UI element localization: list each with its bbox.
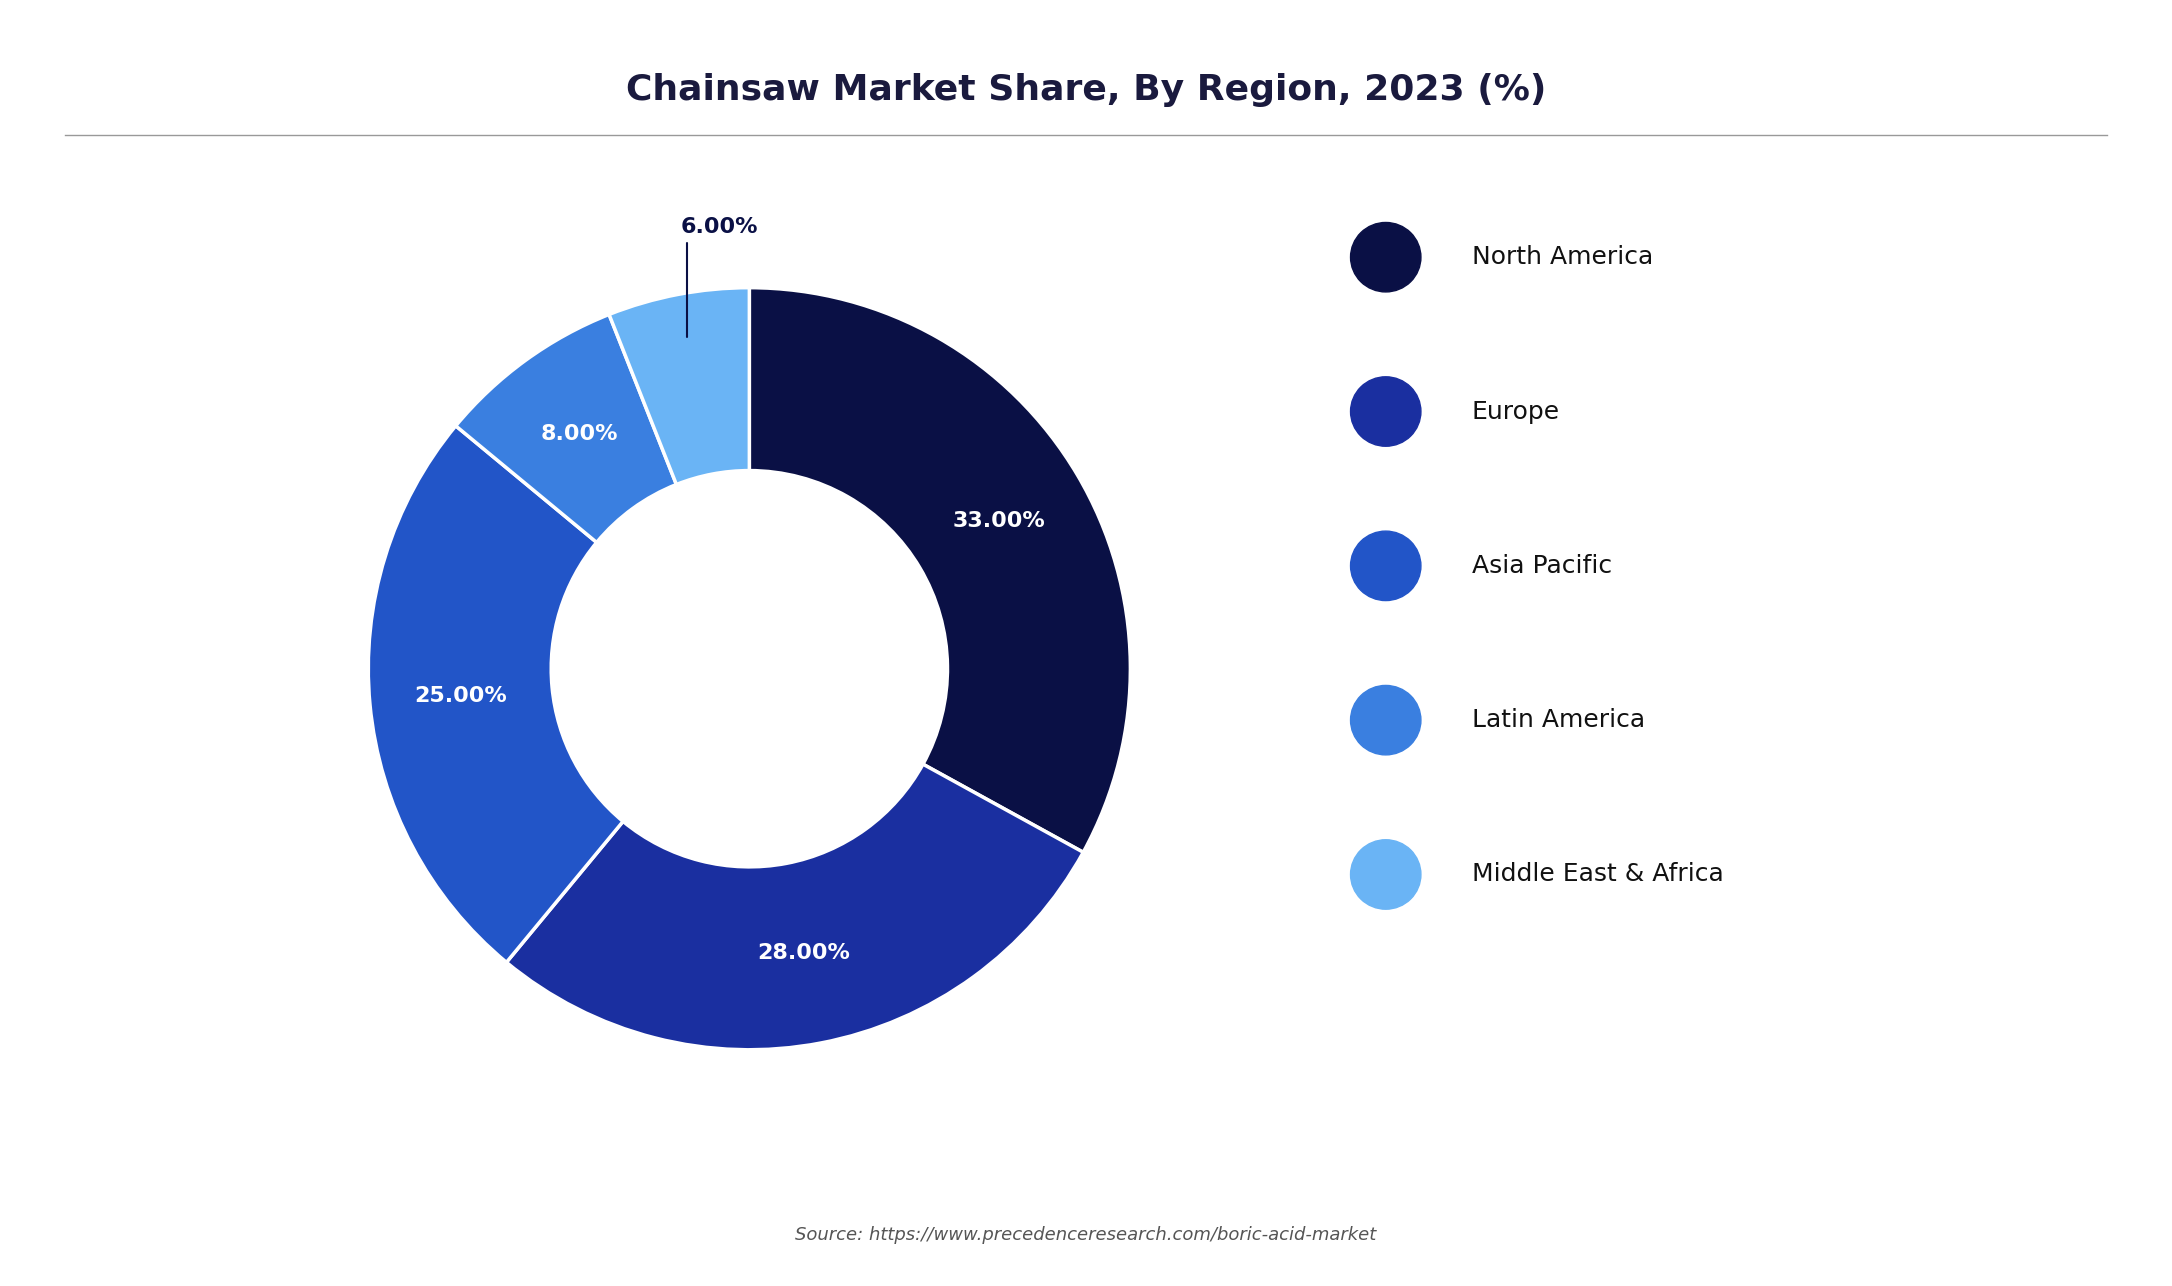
Circle shape (1351, 531, 1420, 601)
Text: Middle East & Africa: Middle East & Africa (1473, 863, 1725, 886)
Text: 28.00%: 28.00% (758, 943, 849, 963)
Text: 33.00%: 33.00% (951, 512, 1045, 531)
Text: 6.00%: 6.00% (680, 217, 758, 337)
Wedge shape (369, 426, 623, 962)
Circle shape (1351, 377, 1420, 446)
Circle shape (1351, 840, 1420, 909)
Text: 25.00%: 25.00% (415, 685, 508, 706)
Wedge shape (456, 315, 675, 543)
Text: Chainsaw Market Share, By Region, 2023 (%): Chainsaw Market Share, By Region, 2023 (… (626, 73, 1546, 107)
Circle shape (1351, 222, 1420, 292)
Text: Asia Pacific: Asia Pacific (1473, 554, 1612, 577)
Wedge shape (749, 288, 1129, 853)
Text: Europe: Europe (1473, 400, 1559, 423)
Wedge shape (506, 764, 1084, 1049)
Circle shape (1351, 685, 1420, 755)
Wedge shape (608, 288, 749, 485)
Text: Source: https://www.precedenceresearch.com/boric-acid-market: Source: https://www.precedenceresearch.c… (795, 1226, 1377, 1244)
Text: North America: North America (1473, 246, 1653, 269)
Text: Latin America: Latin America (1473, 709, 1644, 732)
Text: 8.00%: 8.00% (541, 424, 617, 445)
